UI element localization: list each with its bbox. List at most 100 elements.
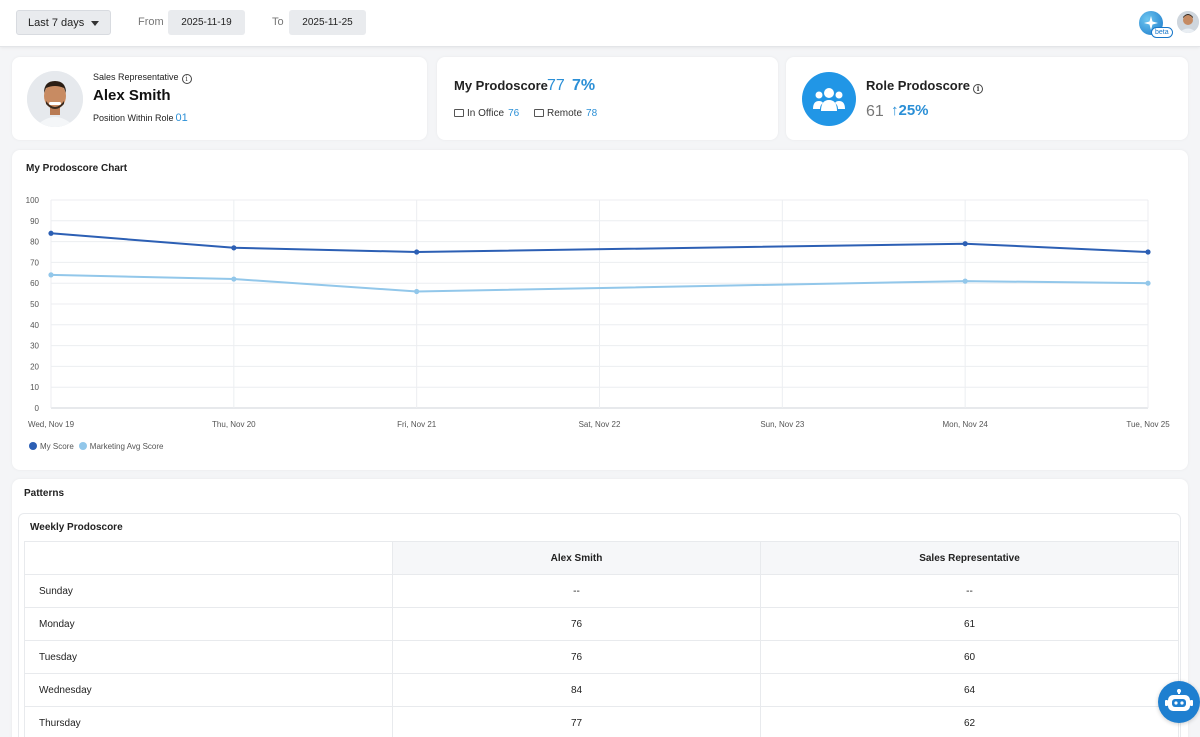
remote-label: Remote	[547, 108, 583, 119]
y-tick-label: 60	[30, 279, 39, 288]
prodoscore-line-chart: 0 10 20 30 40 50 60 70 80 90 100 Wed, Nov 19 Thu, No…	[26, 196, 1171, 429]
table-row: Wednesday 84 64	[24, 673, 1179, 707]
role-score-cell: --	[760, 574, 1179, 608]
weekly-prodoscore-panel: Weekly Prodoscore Alex Smith Sales Repre…	[18, 513, 1181, 737]
weekly-prodoscore-title: Weekly Prodoscore	[30, 522, 123, 533]
role-prodoscore-label: Role Prodoscore	[866, 78, 971, 93]
my-prodoscore-title: My Prodoscore	[454, 78, 548, 93]
role-score-cell: 62	[760, 706, 1179, 737]
role-prodoscore-value: 61	[866, 103, 884, 120]
legend-label: My Score	[40, 442, 74, 451]
column-header-day	[24, 541, 393, 575]
chevron-down-icon	[91, 21, 99, 26]
table-row: Sunday -- --	[24, 574, 1179, 608]
day-cell: Monday	[24, 607, 393, 641]
role-score-cell: 61	[760, 607, 1179, 641]
my-prodoscore-value: 77	[547, 77, 565, 94]
legend-label: Marketing Avg Score	[89, 442, 164, 451]
y-tick-label: 100	[26, 196, 40, 205]
role-score-cell: 60	[760, 640, 1179, 674]
info-icon[interactable]: i	[973, 84, 984, 94]
profile-role-label: Sales Representative	[93, 72, 179, 82]
y-tick-label: 90	[30, 217, 39, 226]
legend-dot	[29, 442, 37, 450]
y-tick-label: 30	[30, 342, 39, 351]
profile-avatar	[27, 71, 83, 127]
profile-card: Sales Representative i Alex Smith Positio…	[12, 57, 427, 140]
chatbot-button[interactable]	[1158, 681, 1200, 723]
beta-badge: beta	[1151, 27, 1173, 38]
data-point	[414, 288, 420, 295]
in-office-stat: In Office 76	[454, 108, 519, 119]
table-row: Tuesday 76 60	[24, 640, 1179, 674]
my-prodoscore-card: My Prodoscore 77 7% In Office 76 Remote 78	[437, 57, 778, 140]
x-tick-label: Wed, Nov 19	[28, 420, 75, 429]
y-tick-label: 80	[30, 238, 39, 247]
user-score-cell: 77	[392, 706, 761, 737]
data-point	[962, 241, 968, 247]
remote-stat: Remote 78	[534, 108, 597, 119]
sparkle-icon	[1144, 16, 1158, 30]
role-prodoscore-card: Role Prodoscore i 61 ↑25%	[786, 57, 1188, 140]
x-tick-label: Thu, Nov 20	[212, 420, 256, 429]
role-prodoscore-title: Role Prodoscore i	[866, 78, 984, 94]
prodoscore-chart-card: My Prodoscore Chart 0 10 20 30 40 50 60 70 80 90 1…	[12, 150, 1188, 470]
user-score-cell: 84	[392, 673, 761, 707]
column-header-user: Alex Smith	[392, 541, 761, 575]
day-cell: Thursday	[24, 706, 393, 737]
y-tick-label: 10	[30, 383, 39, 392]
chart-title: My Prodoscore Chart	[26, 163, 128, 174]
position-within-role: Position Within Role 01	[93, 112, 188, 124]
data-point	[231, 245, 237, 251]
data-point	[48, 230, 54, 236]
data-point	[48, 272, 54, 278]
position-value: 01	[175, 112, 188, 124]
day-cell: Wednesday	[24, 673, 393, 707]
user-score-cell: 76	[392, 607, 761, 641]
x-tick-label: Sun, Nov 23	[760, 420, 805, 429]
user-score-cell: --	[392, 574, 761, 608]
x-tick-label: Tue, Nov 25	[1126, 420, 1170, 429]
day-cell: Sunday	[24, 574, 393, 608]
robot-icon	[1165, 689, 1193, 711]
column-header-role: Sales Representative	[760, 541, 1179, 575]
my-prodoscore-change: 7%	[572, 77, 596, 94]
position-label: Position Within Role	[93, 113, 174, 123]
x-tick-label: Sat, Nov 22	[579, 420, 621, 429]
group-icon	[802, 72, 856, 126]
office-icon	[454, 109, 464, 117]
legend-item[interactable]: My Score	[29, 442, 74, 451]
data-point	[1145, 280, 1151, 286]
in-office-label: In Office	[467, 108, 505, 119]
chart-legend: My Score Marketing Avg Score	[29, 442, 168, 451]
to-label: To	[272, 16, 284, 28]
y-tick-label: 0	[35, 404, 40, 413]
table-row: Monday 76 61	[24, 607, 1179, 641]
date-range-select[interactable]: Last 7 days	[16, 10, 111, 35]
from-date-input[interactable]: 2025-11-19	[168, 10, 245, 35]
legend-item[interactable]: Marketing Avg Score	[78, 442, 164, 451]
user-score-cell: 76	[392, 640, 761, 674]
in-office-value: 76	[508, 108, 520, 119]
info-icon[interactable]: i	[181, 74, 192, 84]
from-label: From	[138, 16, 164, 28]
x-tick-label: Fri, Nov 21	[397, 420, 437, 429]
y-tick-label: 70	[30, 258, 39, 267]
weekly-prodoscore-table: Alex Smith Sales Representative Sunday -…	[24, 541, 1179, 737]
patterns-card: Patterns Weekly Prodoscore Alex Smith Sa…	[12, 479, 1188, 737]
home-icon	[534, 109, 544, 117]
profile-role: Sales Representative i	[93, 72, 192, 84]
table-row: Thursday 77 62	[24, 706, 1179, 737]
patterns-title: Patterns	[24, 488, 65, 499]
data-point	[1145, 249, 1151, 255]
legend-dot	[78, 442, 87, 450]
table-header-row: Alex Smith Sales Representative	[24, 541, 1179, 575]
x-tick-label: Mon, Nov 24	[942, 420, 988, 429]
user-avatar[interactable]	[1177, 11, 1199, 33]
top-bar: Last 7 days From 2025-11-19 To 2025-11-2…	[0, 0, 1200, 47]
role-score-cell: 64	[760, 673, 1179, 707]
to-date-input[interactable]: 2025-11-25	[289, 10, 366, 35]
role-prodoscore-change: ↑25%	[891, 102, 929, 119]
data-point	[231, 276, 237, 282]
data-point	[414, 249, 420, 255]
